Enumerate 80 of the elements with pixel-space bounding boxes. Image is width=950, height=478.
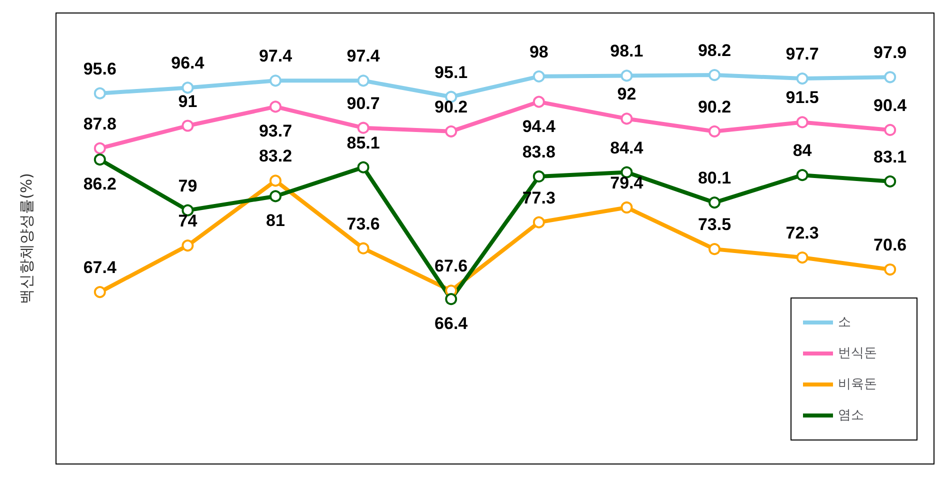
point [708,196,720,209]
data-label: 98.1 [610,42,644,61]
data-label: 90.4 [874,96,908,115]
point [532,70,545,82]
point [884,175,896,188]
legend-label: 비육돈 [838,377,877,392]
legend-label: 소 [838,315,851,330]
data-label: 67.4 [83,258,117,278]
point [445,293,458,306]
data-label: 80.1 [698,168,732,188]
legend-label: 번식돈 [838,346,877,361]
y-axis-title: 백신항체양성률(%) [18,173,36,304]
point [708,243,720,256]
data-label: 91 [178,92,198,111]
point [620,70,633,82]
point [708,125,720,138]
point [796,252,808,264]
data-label: 92 [617,84,636,104]
point [357,242,370,254]
data-label: 97.9 [874,43,907,62]
point [532,216,545,228]
data-label: 91.5 [786,88,819,108]
data-label: 83.1 [874,147,907,166]
data-label: 90.2 [698,97,732,116]
point [884,71,896,84]
data-label: 73.5 [698,215,732,234]
data-label: 70.6 [874,236,907,255]
point [796,72,808,85]
point [94,142,106,154]
data-label: 66.4 [434,314,468,334]
point [94,154,106,166]
data-label: 90.7 [346,94,380,113]
point [182,240,194,252]
point [94,87,106,100]
data-label: 96.4 [171,54,205,73]
data-label: 98.2 [698,41,732,60]
data-label: 86.2 [83,174,116,194]
point [884,264,896,276]
point [357,161,370,174]
data-label: 95.1 [434,62,468,82]
data-label: 83.8 [522,142,556,162]
data-label: 73.6 [346,214,380,234]
point [357,122,370,134]
data-label: 84 [792,141,812,160]
point [708,69,720,82]
point [270,74,282,87]
point [532,170,545,182]
data-label: 87.8 [83,114,116,134]
point [445,125,458,138]
point [270,174,282,187]
point [270,100,282,113]
data-label: 74 [178,212,198,231]
data-label: 97.4 [346,46,380,66]
data-label: 97.4 [258,46,293,66]
point [796,169,808,182]
data-label: 94.4 [522,116,556,136]
data-label: 81 [266,211,285,230]
data-label: 67.6 [434,256,468,276]
legend-label: 염소 [838,408,864,423]
point [94,286,106,298]
point [270,190,282,202]
point [884,124,896,136]
point [182,82,194,94]
data-label: 95.6 [83,59,116,78]
point [620,201,633,214]
data-label: 90.2 [434,97,468,116]
data-label: 79 [178,176,198,196]
data-label: 85.1 [346,133,380,152]
point [532,96,545,108]
data-label: 79.4 [610,173,644,192]
data-label: 84.4 [610,138,644,158]
data-label: 97.7 [786,44,819,64]
point [620,112,633,125]
data-label: 93.7 [258,122,292,141]
data-label: 98 [529,42,548,62]
point [182,120,194,132]
point [357,74,370,87]
point [796,116,808,128]
data-label: 83.2 [258,146,292,166]
data-label: 72.3 [786,224,819,243]
